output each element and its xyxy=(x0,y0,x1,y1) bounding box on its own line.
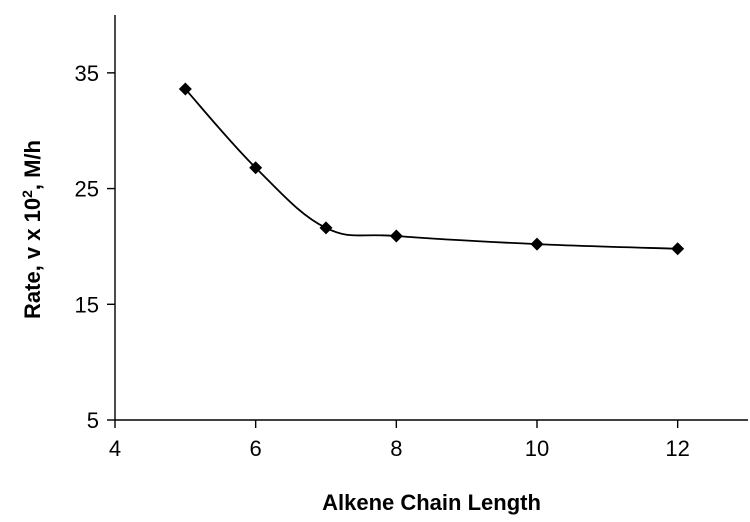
x-tick-label: 10 xyxy=(525,436,549,461)
x-tick-label: 4 xyxy=(109,436,121,461)
x-tick-label: 12 xyxy=(665,436,689,461)
series-line xyxy=(184,88,678,250)
series xyxy=(178,82,685,256)
data-point-marker xyxy=(249,161,263,175)
data-point-marker xyxy=(389,229,403,243)
y-tick-label: 35 xyxy=(75,61,99,86)
y-tick-label: 5 xyxy=(87,408,99,433)
x-tick-label: 8 xyxy=(390,436,402,461)
data-point-marker xyxy=(530,237,544,251)
y-axis-title-suffix: , M/h xyxy=(20,140,45,190)
axes xyxy=(114,15,748,421)
data-point-marker xyxy=(671,242,685,256)
y-tick-label: 25 xyxy=(75,177,99,202)
data-point-marker xyxy=(178,82,192,96)
y-tick-label: 15 xyxy=(75,292,99,317)
x-tick-label: 6 xyxy=(250,436,262,461)
y-axis-title: Rate, v x 102, M/h xyxy=(19,140,45,319)
y-axis-title-prefix: Rate, v x 10 xyxy=(20,198,45,319)
x-ticks: 4 6 8 10 12 xyxy=(109,420,690,461)
y-ticks: 5 15 25 35 xyxy=(75,61,115,433)
y-axis-title-superscript: 2 xyxy=(19,190,35,198)
data-point-marker xyxy=(319,221,333,235)
x-axis-title: Alkene Chain Length xyxy=(322,490,541,515)
